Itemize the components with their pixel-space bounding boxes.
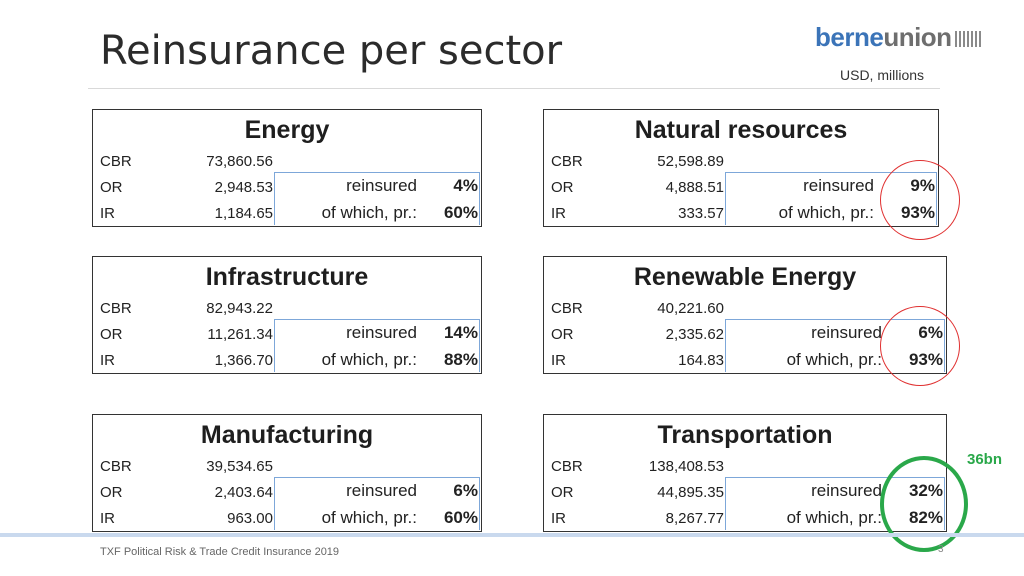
pr-label: of which, pr.: [321,350,417,369]
row-value-cbr: 52,598.89 [657,153,724,170]
reinsurance-box-top [725,319,944,320]
row-value-or: 2,403.64 [214,484,273,501]
reinsurance-box-divider [725,172,726,225]
reinsurance-box-top [274,319,479,320]
logo-text-berne: berne [815,22,884,52]
row-value-ir: 333.57 [678,205,724,222]
sector-card-natural-resources: Natural resources CBR 52,598.89 OR 4,888.51 I… [543,109,939,227]
berne-union-logo: berne union [815,22,981,50]
highlight-circle-transportation [880,456,968,552]
sector-title: Natural resources [634,116,848,144]
row-label-or: OR [100,179,123,196]
row-value-ir: 963.00 [227,510,273,527]
reinsured-label: reinsured [346,323,417,342]
row-value-ir: 164.83 [678,352,724,369]
pr-label: of which, pr.: [321,203,417,222]
row-label-cbr: CBR [100,153,132,170]
page-number: 3 [938,544,944,555]
row-label-cbr: CBR [551,458,583,475]
reinsured-label: reinsured [811,323,882,342]
sector-title: Energy [244,116,330,144]
reinsurance-box-divider [274,477,275,530]
row-label-cbr: CBR [100,458,132,475]
reinsurance-box-top [274,477,479,478]
row-value-cbr: 138,408.53 [648,458,724,475]
pr-label: of which, pr.: [786,350,882,369]
row-label-ir: IR [100,205,115,222]
highlight-circle-renewable-energy [880,306,960,386]
reinsurance-box-divider [725,477,726,530]
pr-value: 60% [443,203,478,222]
reinsurance-box-divider [274,319,275,372]
reinsurance-box-top [725,172,936,173]
pr-label: of which, pr.: [786,508,882,527]
reinsured-label: reinsured [811,481,882,500]
highlight-circle-natural-resources [880,160,960,240]
logo-bars-icon [954,31,981,47]
row-label-or: OR [551,484,574,501]
row-value-cbr: 40,221.60 [657,300,724,317]
reinsurance-box-right [479,172,480,225]
row-label-ir: IR [551,205,566,222]
row-value-or: 4,888.51 [665,179,724,196]
pr-label: of which, pr.: [321,508,417,527]
reinsured-value: 6% [453,481,478,500]
reinsurance-box-divider [274,172,275,225]
row-label-ir: IR [100,352,115,369]
row-label-or: OR [551,179,574,196]
reinsured-value: 4% [453,176,478,195]
row-label-ir: IR [100,510,115,527]
logo-text-union: union [883,22,952,52]
row-value-cbr: 82,943.22 [206,300,273,317]
row-label-ir: IR [551,352,566,369]
reinsured-label: reinsured [346,481,417,500]
units-label: USD, millions [840,67,925,83]
row-value-cbr: 73,860.56 [206,153,273,170]
title-divider [88,88,940,89]
reinsured-label: reinsured [803,176,874,195]
row-value-ir: 1,184.65 [214,205,273,222]
row-label-or: OR [100,484,123,501]
reinsurance-box-divider [725,319,726,372]
row-value-or: 11,261.34 [207,326,273,343]
pr-value: 60% [443,508,478,527]
bottom-band [0,533,1024,537]
reinsurance-box-right [479,319,480,372]
row-value-ir: 1,366.70 [214,352,273,369]
reinsured-value: 14% [443,323,478,342]
sector-card-manufacturing: Manufacturing CBR 39,534.65 OR 2,403.64 IR 963… [92,414,482,532]
sector-card-renewable-energy: Renewable Energy CBR 40,221.60 OR 2,335.62 IR… [543,256,947,374]
page-title: Reinsurance per sector [100,28,563,74]
row-value-or: 2,335.62 [665,326,724,343]
row-value-cbr: 39,534.65 [206,458,273,475]
reinsurance-box-right [479,477,480,530]
annotation-36bn: 36bn [967,451,1003,468]
row-value-or: 2,948.53 [214,179,273,196]
pr-value: 88% [443,350,478,369]
sector-title: Infrastructure [205,263,369,291]
row-label-ir: IR [551,510,566,527]
sector-title: Renewable Energy [633,263,857,291]
row-label-or: OR [551,326,574,343]
row-label-cbr: CBR [100,300,132,317]
sector-card-energy: Energy CBR 73,860.56 OR 2,948.53 IR 1,184.65 re… [92,109,482,227]
row-label-or: OR [100,326,123,343]
reinsurance-box-top [725,477,944,478]
pr-label: of which, pr.: [778,203,874,222]
row-value-or: 44,895.35 [657,484,724,501]
reinsured-label: reinsured [346,176,417,195]
sector-title: Transportation [657,421,833,449]
row-label-cbr: CBR [551,300,583,317]
row-value-ir: 8,267.77 [665,510,724,527]
sector-card-transportation: Transportation CBR 138,408.53 OR 44,895.35 IR… [543,414,947,532]
footer-text: TXF Political Risk & Trade Credit Insura… [100,546,340,558]
reinsurance-box-top [274,172,479,173]
sector-title: Manufacturing [200,421,374,449]
sector-card-infrastructure: Infrastructure CBR 82,943.22 OR 11,261.34 IR 1… [92,256,482,374]
row-label-cbr: CBR [551,153,583,170]
